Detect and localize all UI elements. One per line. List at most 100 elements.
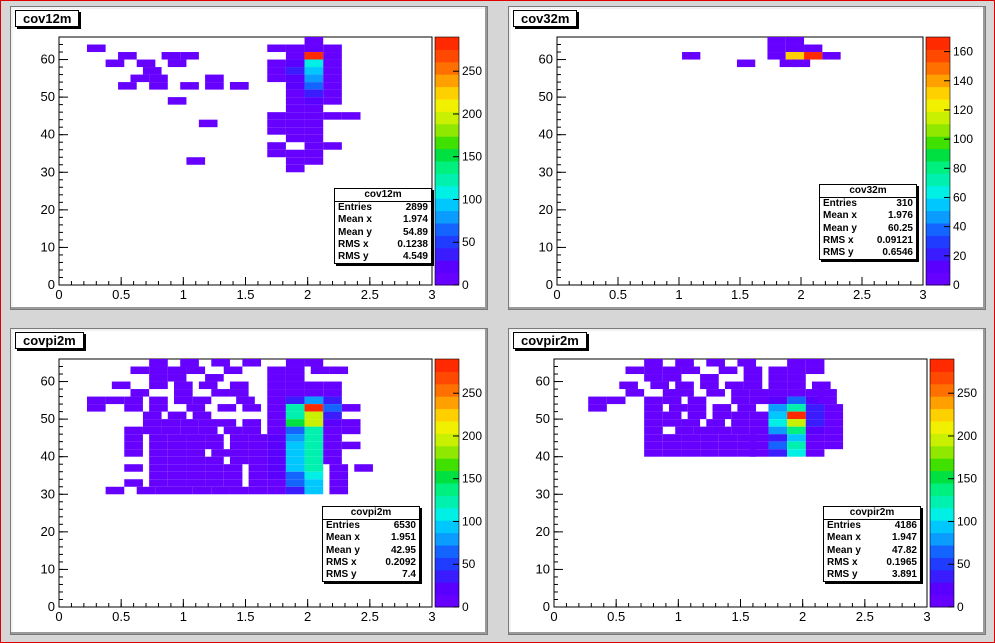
y-tick-label: 30: [539, 164, 553, 179]
stats-key: RMS x: [823, 234, 854, 246]
heatmap-bin: [248, 449, 268, 457]
color-scale-segment: [435, 359, 459, 372]
heatmap-bin: [693, 426, 713, 435]
heatmap-bin: [341, 441, 361, 450]
heatmap-bin: [211, 486, 230, 495]
heatmap-bin: [142, 411, 162, 420]
heatmap-bin: [267, 471, 286, 480]
stats-key: Entries: [827, 520, 861, 531]
heatmap-bin: [304, 419, 324, 427]
z-tick-label: 150: [957, 472, 977, 486]
heatmap-bin: [662, 411, 682, 420]
z-tick-label: 250: [957, 386, 977, 400]
heatmap-bin: [186, 404, 206, 412]
color-scale-segment: [930, 545, 954, 558]
heatmap-bin: [304, 67, 324, 75]
heatmap-bin: [285, 426, 305, 435]
heatmap-bin: [768, 366, 788, 375]
heatmap-bin: [285, 449, 305, 457]
stats-row: Entries 310: [820, 198, 916, 210]
heatmap-bin: [822, 52, 841, 60]
z-tick-label: 40: [953, 220, 967, 234]
heatmap-bin: [205, 374, 224, 382]
heatmap-bin: [737, 359, 757, 367]
heatmap-bin: [223, 426, 243, 435]
heatmap-bin: [242, 426, 262, 435]
heatmap-bin: [267, 389, 286, 397]
heatmap-bin: [130, 366, 150, 375]
heatmap-bin: [625, 389, 645, 397]
color-scale-segment: [435, 198, 459, 212]
heatmap-bin: [267, 119, 286, 128]
stats-row: RMS x 0.1238: [335, 239, 431, 251]
stats-value: 0.2092: [385, 556, 416, 568]
heatmap-bin: [136, 59, 156, 68]
z-tick-label: 200: [462, 107, 482, 121]
y-tick-label: 10: [539, 239, 553, 254]
heatmap-bin: [687, 396, 707, 405]
heatmap-bin: [323, 389, 342, 397]
heatmap-bin: [186, 157, 206, 165]
stats-key: RMS y: [326, 569, 357, 581]
heatmap-bin: [180, 82, 199, 90]
heatmap-bin: [681, 441, 701, 450]
heatmap-bin: [323, 411, 342, 420]
heatmap-bin: [149, 74, 168, 83]
color-scale-segment: [930, 507, 954, 521]
heatmap-bin: [304, 142, 324, 150]
heatmap-bin: [142, 419, 162, 427]
z-tick-label: 0: [462, 600, 469, 614]
color-scale-segment: [435, 433, 459, 447]
heatmap-bin: [167, 411, 187, 420]
stats-key: RMS x: [338, 238, 369, 250]
heatmap-bin: [768, 374, 788, 382]
color-scale-segment: [435, 507, 459, 521]
histogram-plot[interactable]: 0 0.5 1 1.5 2 2.5 3010203040506005010015020025…: [11, 329, 487, 634]
heatmap-bin: [105, 396, 125, 405]
heatmap-bin: [267, 456, 286, 465]
heatmap-bin: [124, 479, 143, 487]
heatmap-bin: [149, 404, 168, 412]
stats-value: 1.947: [891, 532, 917, 544]
heatmap-bin: [285, 366, 305, 375]
heatmap-bin: [285, 359, 305, 367]
heatmap-bin: [749, 449, 769, 457]
pad-cov12m[interactable]: cov12m 0 0.5 1 1.5 2 2.5 3 0 10 20 30 40 50 60 0 50 100 1…: [10, 6, 488, 310]
stats-row: Mean x 1.947: [824, 532, 920, 544]
heatmap-bin: [749, 419, 769, 427]
z-tick-label: 50: [462, 557, 476, 571]
heatmap-bin: [161, 52, 181, 60]
color-scale: 0 50 100 150 200 250: [929, 358, 977, 614]
heatmap-bin: [205, 74, 224, 83]
color-scale-segment: [435, 421, 459, 434]
heatmap-bin: [267, 149, 286, 158]
heatmap-bin: [180, 426, 199, 435]
heatmap-bin: [267, 486, 286, 495]
stats-value: 0.1965: [886, 556, 917, 568]
heatmap-bin: [323, 441, 342, 450]
pad-covpi2m[interactable]: covpi2m 0 0.5 1 1.5 2 2.5 3 0 10 20 30 40 50 60 0 50 100…: [10, 328, 488, 635]
heatmap-bin: [787, 359, 806, 367]
heatmap-bin: [285, 479, 305, 487]
heatmap-bin: [323, 44, 342, 53]
heatmap-bin: [644, 404, 663, 412]
stats-row: Entries 4186: [824, 520, 920, 532]
pad-cov32m[interactable]: cov32m 0 0.5 1 1.5 2 2.5 3 0 10 20 30 40 50 60 0 20 40 60…: [508, 6, 986, 310]
color-scale-segment: [435, 408, 459, 422]
x-tick-label: 1: [180, 287, 187, 302]
heatmap-bin: [192, 486, 212, 495]
histogram-plot[interactable]: 0 0.5 1 1.5 2 2.5 3010203040506002040608010012…: [509, 7, 985, 309]
histogram-plot[interactable]: 0 0.5 1 1.5 2 2.5 3010203040506005010015020025…: [509, 329, 985, 634]
color-scale-segment: [435, 173, 459, 187]
heatmap-bin: [818, 396, 837, 405]
heatmap-bin: [675, 389, 694, 397]
heatmap-bin: [186, 434, 206, 442]
pad-covpir2m[interactable]: covpir2m 0 0.5 1 1.5 2 2.5 3 0 10 20 30 40 50 60 0 50 10…: [508, 328, 986, 635]
z-tick-label: 60: [953, 190, 967, 204]
heatmap-bin: [787, 389, 806, 397]
color-scale-segment: [926, 272, 950, 286]
color-scale-segment: [435, 483, 459, 496]
heatmap-bin: [285, 404, 305, 412]
heatmap-bin: [142, 426, 162, 435]
heatmap-bin: [167, 441, 187, 450]
